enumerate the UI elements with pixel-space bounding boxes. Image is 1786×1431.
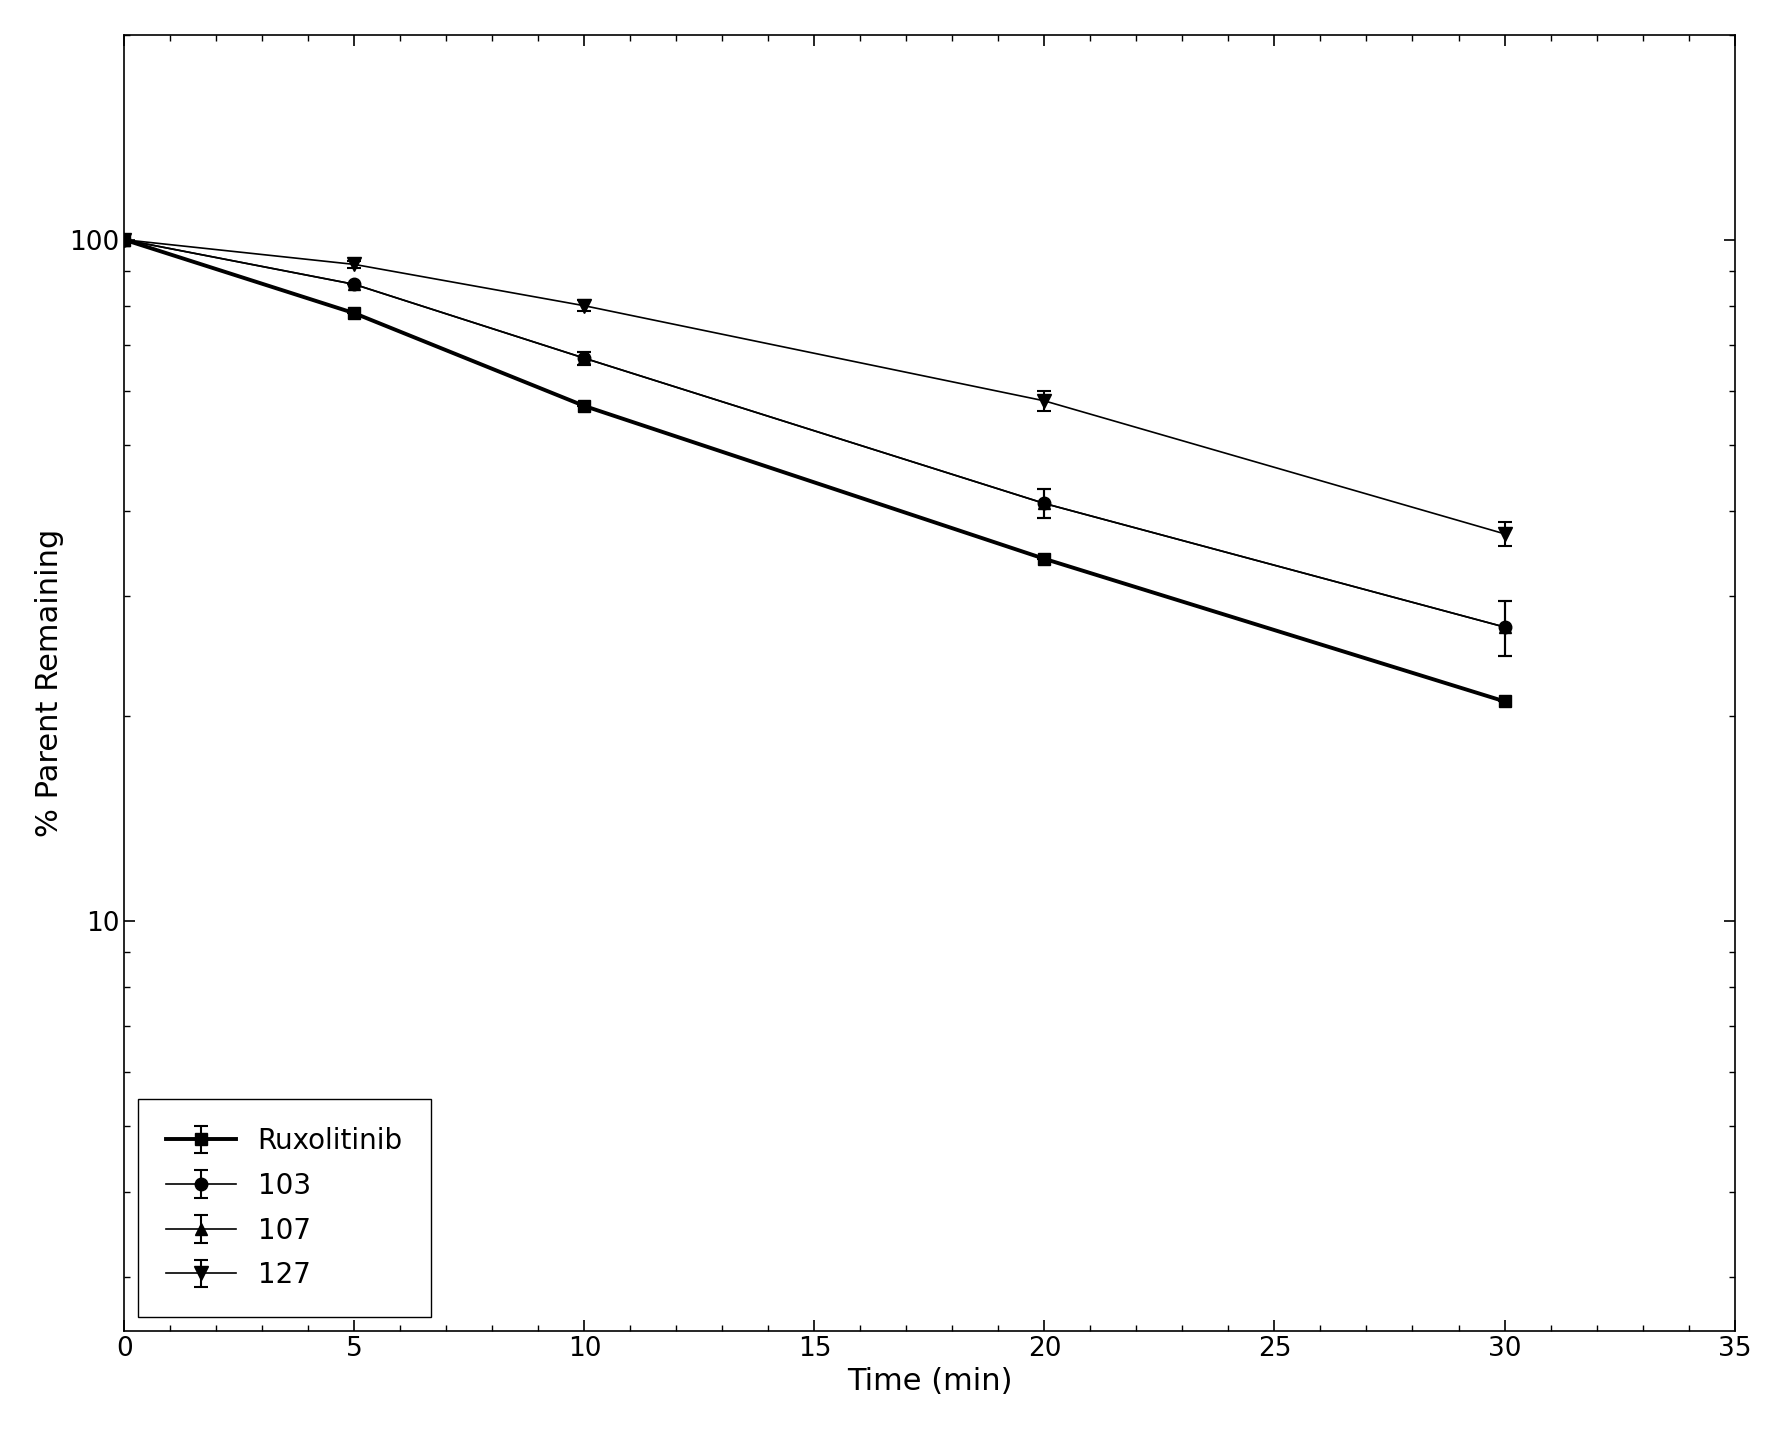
Legend: Ruxolitinib, 103, 107, 127: Ruxolitinib, 103, 107, 127 xyxy=(138,1099,430,1317)
X-axis label: Time (min): Time (min) xyxy=(847,1367,1013,1397)
Y-axis label: % Parent Remaining: % Parent Remaining xyxy=(34,528,64,837)
